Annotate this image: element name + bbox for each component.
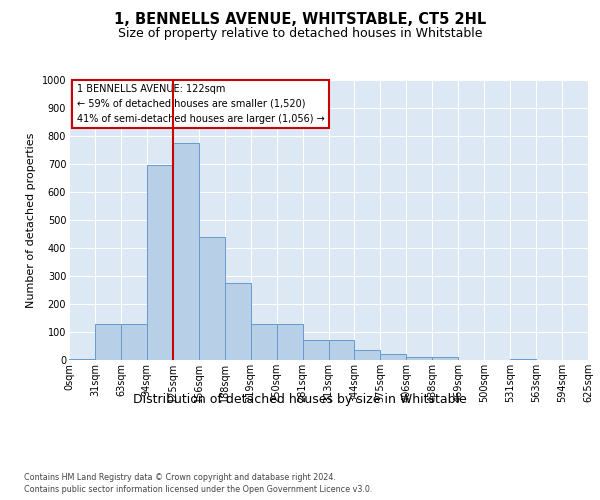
Bar xyxy=(380,354,406,360)
Bar xyxy=(225,283,251,360)
Bar xyxy=(433,357,458,360)
Text: 1, BENNELLS AVENUE, WHITSTABLE, CT5 2HL: 1, BENNELLS AVENUE, WHITSTABLE, CT5 2HL xyxy=(114,12,486,28)
Text: Contains HM Land Registry data © Crown copyright and database right 2024.: Contains HM Land Registry data © Crown c… xyxy=(24,472,336,482)
Bar xyxy=(277,324,302,360)
Bar xyxy=(69,358,95,360)
Bar xyxy=(199,237,224,360)
Y-axis label: Number of detached properties: Number of detached properties xyxy=(26,132,36,308)
Text: 1 BENNELLS AVENUE: 122sqm
← 59% of detached houses are smaller (1,520)
41% of se: 1 BENNELLS AVENUE: 122sqm ← 59% of detac… xyxy=(77,84,325,124)
Bar xyxy=(355,350,380,360)
Bar xyxy=(173,143,199,360)
Bar xyxy=(251,324,277,360)
Bar xyxy=(95,324,121,360)
Bar xyxy=(121,324,147,360)
Bar xyxy=(147,165,173,360)
Bar xyxy=(406,357,432,360)
Bar xyxy=(302,340,329,360)
Text: Size of property relative to detached houses in Whitstable: Size of property relative to detached ho… xyxy=(118,28,482,40)
Text: Contains public sector information licensed under the Open Government Licence v3: Contains public sector information licen… xyxy=(24,485,373,494)
Bar xyxy=(329,340,355,360)
Text: Distribution of detached houses by size in Whitstable: Distribution of detached houses by size … xyxy=(133,392,467,406)
Bar xyxy=(510,358,536,360)
